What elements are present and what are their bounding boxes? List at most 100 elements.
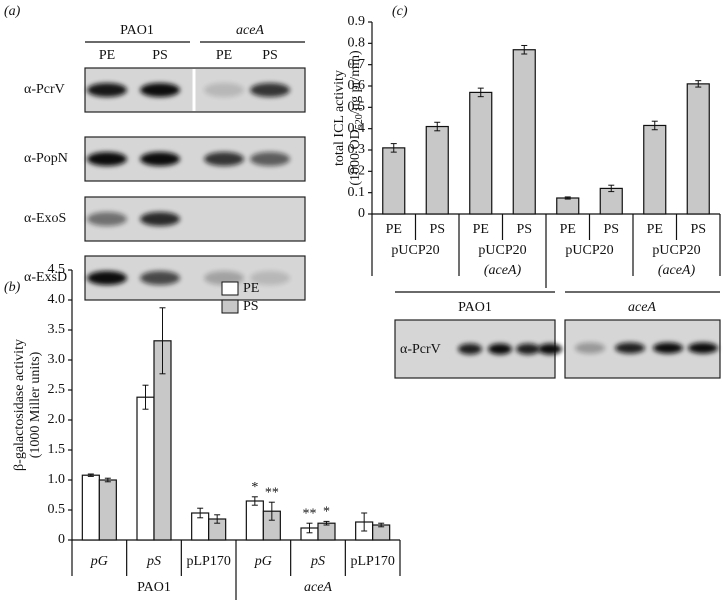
error-bar (378, 522, 385, 528)
blot-band (653, 342, 683, 354)
y-axis-label-line: (1000 OD (348, 129, 363, 185)
bar (136, 396, 155, 541)
y-tick-label: 3.0 (48, 352, 66, 367)
blot-band (615, 342, 645, 354)
error-bar (323, 520, 330, 526)
error-bar (159, 307, 166, 375)
error-bar (564, 196, 571, 200)
y-tick-label: 0 (358, 206, 365, 221)
blot-band (250, 152, 290, 166)
bar (643, 124, 667, 215)
row-label: α-ExsD (24, 270, 67, 285)
y-axis-label: total ICL activity(1000 OD520/μg pr/min) (332, 50, 365, 186)
bar (245, 500, 264, 541)
x-tick-label: PE (560, 222, 576, 237)
bar (556, 197, 580, 215)
legend-swatch (221, 299, 239, 314)
error-bar (361, 512, 368, 532)
y-tick-label: 0.8 (348, 36, 366, 51)
blot-band (140, 152, 180, 166)
blot-band (140, 212, 180, 226)
y-axis-label-line: β-galactosidase activity (12, 339, 27, 471)
x-tick-label: pLP170 (350, 554, 394, 569)
blot-band (204, 152, 244, 166)
annotation: * (323, 505, 330, 520)
blot-band (250, 83, 290, 97)
y-tick-label: 0.3 (348, 142, 366, 157)
group-label: aceA (236, 23, 264, 38)
y-tick-label: 0.6 (348, 78, 366, 93)
error-bar (268, 501, 275, 521)
blot-band (488, 343, 512, 355)
y-axis-label-line: (1000 Miller units) (28, 351, 43, 458)
plasmid-label: pUCP20 (565, 243, 613, 258)
bar (81, 474, 100, 541)
error-bar (390, 143, 397, 153)
blot-band (458, 343, 482, 355)
annotation: ** (265, 485, 279, 500)
y-tick-label: 3.5 (48, 322, 66, 337)
blot-band (538, 343, 562, 355)
bar (599, 187, 623, 215)
lane-label: PE (99, 48, 115, 63)
y-axis-label: β-galactosidase activity(1000 Miller uni… (12, 339, 43, 471)
row-label: α-PopN (24, 151, 68, 166)
blot-band (516, 343, 540, 355)
plasmid-label: pUCP20 (391, 243, 439, 258)
blot-band (140, 271, 180, 285)
row-label: α-PcrV (400, 342, 441, 357)
y-tick-label: 0.4 (348, 121, 366, 136)
bar (469, 91, 493, 215)
y-tick-label: 1.0 (48, 472, 66, 487)
bar (425, 125, 449, 215)
lane-label: PS (262, 48, 278, 63)
y-tick-label: 1.5 (48, 442, 66, 457)
error-bar (142, 384, 149, 410)
y-tick-label: 0.7 (348, 57, 366, 72)
error-bar (695, 80, 702, 88)
bar (512, 49, 536, 215)
y-tick-label: 4.5 (48, 262, 66, 277)
blot-band (688, 342, 718, 354)
y-axis-label-line: total ICL activity (332, 70, 347, 166)
group-label: PAO1 (137, 580, 171, 595)
row-label: α-PcrV (24, 82, 65, 97)
panel-label: (c) (392, 4, 408, 19)
x-tick-label: pLP170 (186, 554, 230, 569)
x-tick-label: PS (516, 222, 532, 237)
lane-label: PE (216, 48, 232, 63)
error-bar (251, 496, 258, 506)
legend-label: PS (243, 299, 259, 314)
error-bar (651, 120, 658, 131)
y-tick-label: 0.5 (48, 502, 66, 517)
y-tick-label: 0.1 (348, 185, 366, 200)
bar (686, 83, 710, 215)
blot-band (204, 83, 244, 97)
error-bar (608, 184, 615, 193)
error-bar (521, 44, 528, 55)
error-bar (214, 514, 221, 524)
error-bar (87, 473, 94, 477)
bar (382, 147, 406, 215)
y-tick-label: 2.0 (48, 412, 66, 427)
error-bar (477, 87, 484, 98)
x-tick-label: PS (429, 222, 445, 237)
x-tick-label: PE (647, 222, 663, 237)
row-label: α-ExoS (24, 211, 66, 226)
x-tick-label: pG (254, 554, 272, 569)
group-label: aceA (628, 300, 656, 315)
bar (317, 522, 336, 541)
x-tick-label: PE (386, 222, 402, 237)
group-label: aceA (304, 580, 332, 595)
plasmid-label: (aceA) (484, 263, 522, 278)
y-tick-label: 0.2 (348, 164, 366, 179)
x-tick-label: pG (90, 554, 108, 569)
panel-label: (a) (4, 4, 21, 19)
x-tick-label: pS (310, 554, 325, 569)
bar (98, 479, 117, 541)
y-tick-label: 0.9 (348, 14, 366, 29)
error-bar (104, 477, 111, 483)
group-label: PAO1 (458, 300, 492, 315)
y-axis-label-sub: 520 (354, 114, 365, 129)
error-bar (306, 522, 313, 534)
